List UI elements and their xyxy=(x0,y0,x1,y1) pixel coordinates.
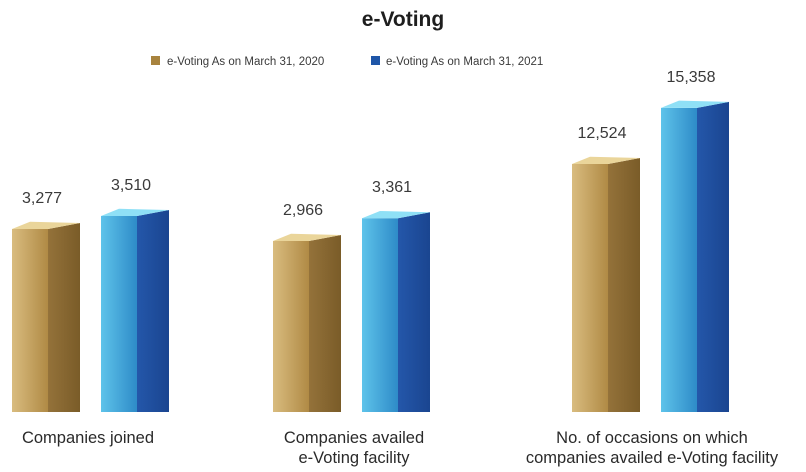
value-label: 3,277 xyxy=(22,190,62,207)
chart-title: e-Voting xyxy=(362,8,444,31)
category-label: e-Voting facility xyxy=(299,449,411,467)
bar-top-face xyxy=(572,156,640,164)
legend-swatch-2021 xyxy=(371,56,380,65)
bars-layer xyxy=(12,100,729,412)
legend-swatch-2020 xyxy=(151,56,160,65)
bar-2020-0 xyxy=(12,221,80,412)
category-label: No. of occasions on which xyxy=(556,429,748,447)
legend: e-Voting As on March 31, 2020 e-Voting A… xyxy=(151,56,543,68)
bar-side-face xyxy=(48,223,80,412)
category-labels-layer: Companies joined Companies availed e-Votin… xyxy=(22,429,779,467)
bar-side-face xyxy=(137,209,169,412)
bar-front-face xyxy=(572,164,608,412)
bar-top-face xyxy=(661,100,729,108)
bar-front-face xyxy=(362,218,398,412)
bar-side-face xyxy=(398,212,430,412)
category-label: Companies availed xyxy=(284,429,424,447)
bar-2021-0 xyxy=(101,208,169,412)
legend-label-2020: e-Voting As on March 31, 2020 xyxy=(167,56,324,68)
value-label: 12,524 xyxy=(578,125,627,142)
bar-front-face xyxy=(273,241,309,412)
bar-top-face xyxy=(273,233,341,241)
bar-front-face xyxy=(101,215,137,412)
legend-label-2021: e-Voting As on March 31, 2021 xyxy=(386,56,543,68)
bar-top-face xyxy=(101,208,169,216)
bar-2021-2 xyxy=(661,100,729,412)
category-label: companies availed e-Voting facility xyxy=(526,449,779,467)
value-label: 3,361 xyxy=(372,179,412,196)
bar-front-face xyxy=(12,229,48,412)
category-label: Companies joined xyxy=(22,429,154,447)
value-labels-layer: 3,277 3,510 2,966 3,361 12,524 15,358 xyxy=(22,69,716,219)
value-label: 15,358 xyxy=(667,69,716,86)
bar-front-face xyxy=(661,107,697,412)
value-label: 2,966 xyxy=(283,202,323,219)
bar-top-face xyxy=(12,221,80,229)
value-label: 3,510 xyxy=(111,177,151,194)
bar-2020-1 xyxy=(273,233,341,412)
bar-side-face xyxy=(697,101,729,412)
bar-side-face xyxy=(608,158,640,412)
bar-2021-1 xyxy=(362,211,430,412)
bar-2020-2 xyxy=(572,156,640,412)
bar-top-face xyxy=(362,211,430,219)
bar-side-face xyxy=(309,235,341,412)
